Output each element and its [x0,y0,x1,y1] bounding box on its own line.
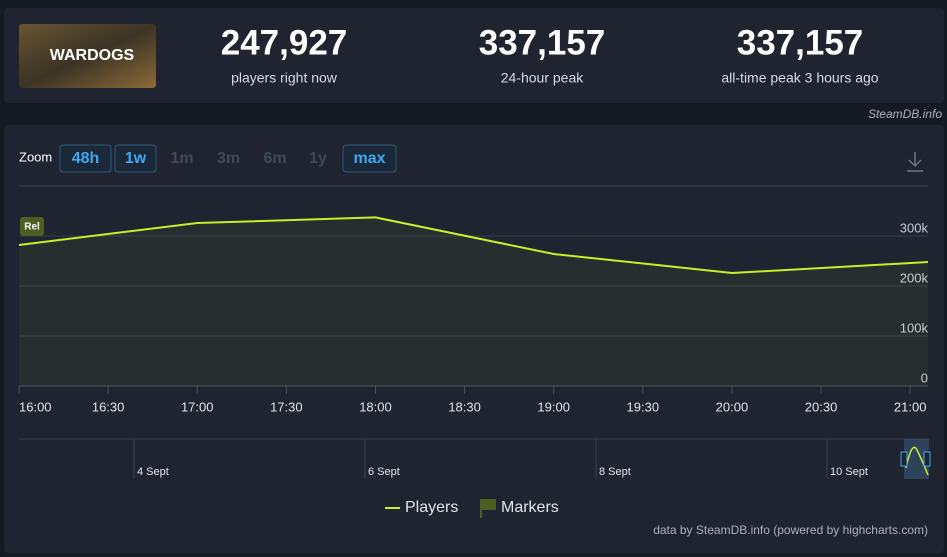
x-tick-label: 17:00 [181,399,214,414]
zoom-label: Zoom [19,149,52,164]
zoom-button-label[interactable]: 1w [125,150,147,167]
y-tick-label: 0 [921,370,928,385]
stat-label: players right now [231,70,338,86]
stat-value: 337,157 [737,23,864,62]
x-tick-label: 20:30 [805,399,838,414]
y-tick-label: 200k [900,270,929,285]
zoom-button[interactable] [59,144,112,173]
zoom-button[interactable] [342,144,397,173]
x-tick-label: 18:00 [359,399,392,414]
zoom-button-label[interactable]: 1y [309,150,327,167]
x-tick-label: 18:30 [448,399,481,414]
zoom-button-label[interactable]: 1m [170,150,193,167]
source[interactable]: SteamDB.info [868,107,942,121]
zoom-button-label[interactable]: 3m [217,150,240,167]
game-name: WARDOGS [50,47,135,64]
marker-label: Rel [24,222,40,233]
header-card [4,8,944,103]
navigator-label: 10 Sept [830,466,868,478]
zoom-button-label[interactable]: max [353,150,385,167]
zoom-button-label[interactable]: 6m [263,150,286,167]
x-tick-label: 16:00 [19,399,52,414]
zoom-button-label[interactable]: 48h [72,150,100,167]
download-icon[interactable] [907,152,923,172]
legend-label[interactable]: Players [405,499,458,516]
stat-value: 337,157 [479,23,606,62]
stat-label: all-time peak 3 hours ago [721,70,878,86]
navigator-handle[interactable] [923,451,931,467]
chart-card [4,125,944,553]
x-tick-label: 20:00 [716,399,749,414]
x-tick-label: 16:30 [92,399,125,414]
stat-value: 247,927 [221,23,348,62]
line [18,216,929,275]
x-tick-label: 17:30 [270,399,303,414]
navigator-label: 8 Sept [599,466,631,478]
area [19,217,928,386]
y-tick-label: 100k [900,320,929,335]
navigator-line [905,446,929,476]
x-tick-label: 19:00 [537,399,570,414]
navigator-handle[interactable] [900,451,908,467]
x-tick-label: 21:00 [894,399,927,414]
navigator-label: 4 Sept [137,466,169,478]
legend-label[interactable]: Markers [501,499,559,516]
legend-flag [480,499,496,518]
x-tick-label: 19:30 [627,399,660,414]
game-logo [19,24,156,88]
stat-label: 24-hour peak [501,70,585,86]
credits[interactable]: data by SteamDB.info (powered by highcha… [653,523,928,537]
zoom-button[interactable] [114,144,157,173]
y-tick-label: 300k [900,220,929,235]
navigator-label: 6 Sept [368,466,400,478]
marker-flag[interactable] [20,217,44,236]
